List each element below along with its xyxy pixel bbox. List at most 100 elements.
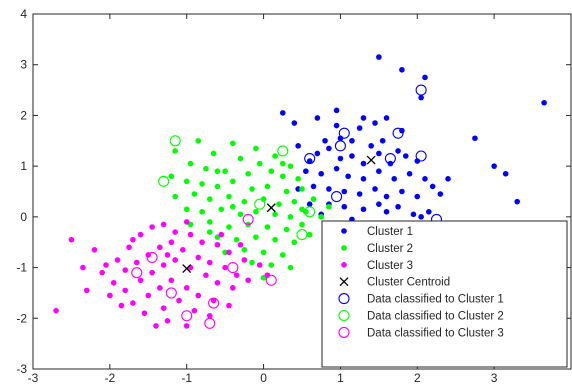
data-point bbox=[168, 173, 175, 180]
data-point bbox=[349, 153, 355, 159]
data-point bbox=[206, 219, 213, 225]
data-point bbox=[260, 249, 267, 256]
data-point bbox=[318, 170, 325, 177]
centroid-marker-stroke-b bbox=[266, 203, 276, 213]
data-point bbox=[502, 170, 509, 177]
data-point bbox=[264, 224, 271, 230]
data-point bbox=[206, 196, 213, 202]
data-point bbox=[245, 277, 251, 284]
data-point bbox=[183, 219, 190, 225]
data-point bbox=[226, 224, 232, 230]
data-point bbox=[233, 236, 240, 243]
legend-label: Data classified to Cluster 1 bbox=[367, 294, 504, 306]
data-point bbox=[299, 186, 305, 192]
data-point bbox=[164, 252, 171, 258]
data-point bbox=[237, 211, 244, 218]
y-tick-label: 2 bbox=[20, 108, 27, 122]
data-point bbox=[429, 183, 436, 190]
data-point bbox=[310, 196, 317, 202]
legend-label: Cluster 2 bbox=[367, 243, 413, 255]
data-point bbox=[84, 287, 90, 294]
data-point bbox=[418, 214, 424, 220]
data-point bbox=[160, 305, 167, 311]
data-point bbox=[322, 137, 328, 144]
data-point bbox=[91, 247, 98, 253]
classified-point bbox=[208, 297, 220, 309]
data-point bbox=[272, 211, 278, 218]
data-point bbox=[303, 168, 309, 175]
data-point bbox=[187, 160, 194, 167]
x-tick-label: 0 bbox=[260, 371, 267, 385]
data-point bbox=[218, 206, 225, 213]
data-point bbox=[368, 143, 374, 149]
data-point bbox=[264, 272, 271, 278]
data-point bbox=[410, 211, 417, 218]
legend-label: Cluster Centroid bbox=[367, 277, 450, 289]
data-point bbox=[360, 176, 367, 182]
data-point bbox=[356, 191, 363, 197]
data-point bbox=[130, 300, 136, 306]
data-point bbox=[422, 74, 428, 81]
data-point bbox=[237, 241, 244, 248]
data-point bbox=[245, 170, 251, 177]
classified-point bbox=[331, 191, 343, 203]
classified-point bbox=[415, 84, 427, 96]
legend-label: Data classified to Cluster 2 bbox=[367, 311, 504, 323]
data-point bbox=[260, 196, 267, 202]
data-point bbox=[145, 292, 152, 299]
data-point bbox=[110, 279, 117, 286]
data-point bbox=[333, 165, 340, 172]
data-point bbox=[191, 191, 198, 197]
classified-point bbox=[384, 152, 396, 165]
data-point bbox=[183, 206, 190, 213]
data-point bbox=[291, 198, 298, 205]
data-point bbox=[241, 257, 248, 263]
data-point bbox=[168, 239, 175, 246]
legend-label: Cluster 3 bbox=[367, 260, 413, 272]
data-point bbox=[395, 148, 401, 154]
x-tick-label: 3 bbox=[491, 371, 498, 385]
data-point bbox=[422, 176, 428, 182]
data-point bbox=[345, 173, 351, 180]
classified-point bbox=[415, 150, 427, 162]
y-tick-label: -1 bbox=[16, 261, 27, 275]
y-tick-label: 0 bbox=[20, 210, 27, 224]
classified-point bbox=[165, 287, 177, 299]
data-point bbox=[160, 262, 167, 268]
data-point bbox=[206, 312, 213, 319]
y-tick-label: 3 bbox=[20, 58, 27, 72]
data-point bbox=[314, 150, 321, 157]
classified-point bbox=[265, 274, 277, 286]
data-point bbox=[114, 257, 121, 263]
data-point bbox=[172, 229, 178, 235]
data-point bbox=[230, 285, 236, 291]
data-point bbox=[222, 264, 228, 271]
series-3 bbox=[53, 219, 271, 329]
legend-swatch bbox=[341, 245, 347, 251]
data-point bbox=[326, 186, 332, 192]
data-point bbox=[226, 249, 232, 256]
data-point bbox=[299, 206, 305, 213]
data-point bbox=[53, 307, 59, 314]
data-point bbox=[491, 163, 497, 169]
data-point bbox=[279, 173, 286, 180]
data-point bbox=[391, 176, 398, 182]
data-point bbox=[337, 135, 344, 142]
data-point bbox=[291, 120, 298, 126]
data-point bbox=[237, 155, 244, 162]
classified-point bbox=[227, 262, 239, 274]
data-point bbox=[210, 297, 217, 304]
legend-swatch bbox=[341, 228, 347, 234]
classified-point bbox=[242, 213, 254, 225]
data-point bbox=[326, 145, 332, 152]
data-point bbox=[414, 158, 421, 164]
x-tick-label: -2 bbox=[105, 371, 116, 385]
data-point bbox=[295, 186, 301, 192]
data-point bbox=[164, 318, 171, 324]
data-marks bbox=[53, 54, 547, 329]
data-point bbox=[199, 239, 205, 246]
legend-box bbox=[321, 220, 568, 368]
series-2 bbox=[168, 137, 332, 281]
data-point bbox=[372, 186, 378, 192]
data-point bbox=[226, 193, 232, 200]
